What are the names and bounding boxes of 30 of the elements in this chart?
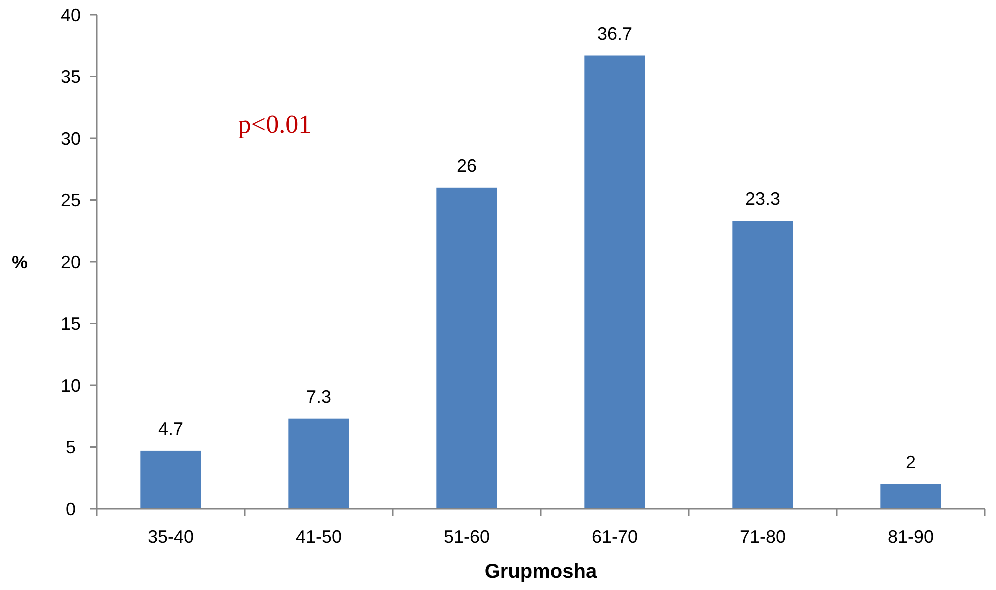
annotation: p<0.01 [238,110,312,139]
bar [732,221,794,509]
data-label: 23.3 [745,189,781,210]
bar [288,418,350,509]
data-label: 26 [456,156,478,176]
y-tick-label: 20 [60,252,82,272]
bar [584,56,646,509]
bar [436,188,498,509]
x-axis-title: Grupmosha [484,561,598,583]
bar [140,450,202,509]
data-label: 2 [906,452,916,472]
y-tick-label: 35 [60,67,82,88]
x-tick-label: 71-80 [740,527,786,547]
x-tick-label: 41-50 [296,527,342,547]
data-label: 36.7 [597,24,633,44]
y-tick-label: 0 [66,499,76,520]
y-tick-label: 40 [60,5,82,26]
bar [880,484,942,509]
x-tick-label: 61-70 [592,527,638,547]
x-tick-label: 51-60 [444,527,490,547]
x-tick-label: 81-90 [888,527,934,547]
y-tick-label: 15 [60,314,82,334]
y-tick-label: 30 [60,128,82,149]
y-tick-label: 10 [60,376,82,396]
y-tick-label: 25 [60,190,82,211]
y-axis-title: % [12,252,28,272]
data-label: 7.3 [306,386,332,407]
data-label: 4.7 [158,418,184,439]
y-tick-label: 5 [66,438,76,458]
x-tick-label: 35-40 [148,527,194,547]
